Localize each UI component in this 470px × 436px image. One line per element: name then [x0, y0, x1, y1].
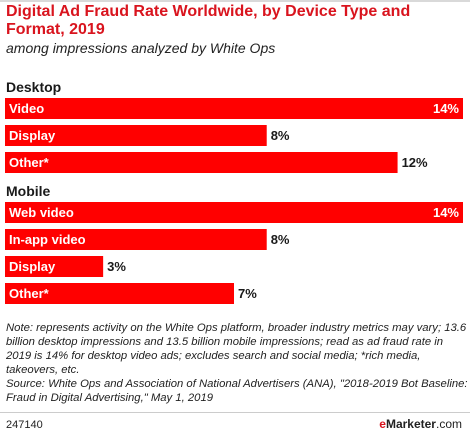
value-label-mobile-display: 3%: [107, 259, 126, 274]
source-text: Source: White Ops and Association of Nat…: [6, 378, 468, 404]
category-label-desktop-other: Other*: [9, 155, 50, 170]
category-label-desktop-video: Video: [9, 101, 44, 116]
chart-subtitle: among impressions analyzed by White Ops: [6, 40, 276, 56]
category-label-mobile-other: Other*: [9, 286, 50, 301]
bar-mobile-other: [5, 283, 234, 304]
category-label-desktop-display: Display: [9, 128, 56, 143]
bar-mobile-web-video: [5, 202, 463, 223]
value-label-mobile-in-app-video: 8%: [271, 232, 290, 247]
bar-desktop-video: [5, 98, 463, 119]
chart-id: 247140: [6, 419, 43, 431]
bar-chart: Desktop Video 14% Display 8% Other* 12% Mobile W…: [5, 79, 463, 304]
logo-name: Marketer: [385, 417, 436, 431]
value-label-desktop-other: 12%: [402, 155, 428, 170]
category-label-mobile-web-video: Web video: [9, 205, 74, 220]
logo-e: e: [379, 417, 386, 431]
bar-mobile-display: [5, 256, 104, 277]
note-text: Note: represents activity on the White O…: [6, 322, 467, 376]
chart-title: Digital Ad Fraud Rate Worldwide, by Devi…: [6, 3, 411, 38]
bar-desktop-display: [5, 125, 267, 146]
logo-suffix: .com: [435, 417, 462, 431]
value-label-desktop-display: 8%: [271, 128, 290, 143]
value-label-mobile-web-video: 14%: [433, 205, 459, 220]
bar-desktop-other: [5, 152, 398, 173]
chart-note: Note: represents activity on the White O…: [6, 321, 468, 405]
top-rule: [0, 0, 470, 2]
group-label-mobile: Mobile: [6, 183, 51, 199]
value-label-mobile-other: 7%: [238, 286, 257, 301]
category-label-mobile-in-app-video: In-app video: [9, 232, 86, 247]
bar-mobile-in-app-video: [5, 229, 267, 250]
category-label-mobile-display: Display: [9, 259, 56, 274]
value-label-desktop-video: 14%: [433, 101, 459, 116]
group-label-desktop: Desktop: [6, 79, 61, 95]
emarketer-logo: eMarketer.com: [379, 417, 462, 431]
footer-rule: [0, 412, 470, 413]
